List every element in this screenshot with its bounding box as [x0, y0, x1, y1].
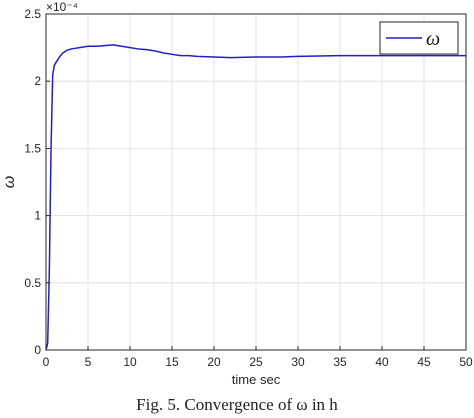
plot-area: 0 5 10 15 20 25 30 35 40 45 50 0 0.5 1 1.5 2 2.5	[24, 7, 473, 369]
y-axis-ticks: 0 0.5 1 1.5 2 2.5	[24, 7, 50, 357]
series-line	[45, 44, 466, 351]
series-layer	[45, 44, 466, 351]
x-tick-label: 20	[207, 355, 221, 369]
x-tick-label: 0	[43, 355, 50, 369]
y-tick-label: 0.5	[24, 276, 41, 290]
y-tick-label: 2	[34, 74, 41, 88]
x-tick-label: 15	[165, 355, 179, 369]
x-tick-label: 40	[375, 355, 389, 369]
x-axis-label: time sec	[232, 372, 281, 387]
x-tick-label: 25	[249, 355, 263, 369]
x-tick-label: 10	[123, 355, 137, 369]
x-tick-label: 35	[333, 355, 347, 369]
y-axis-label: ω	[1, 176, 18, 188]
legend: ω	[379, 21, 459, 55]
x-tick-label: 5	[85, 355, 92, 369]
x-tick-label: 50	[459, 355, 473, 369]
x-tick-label: 45	[417, 355, 431, 369]
x-axis-ticks: 0 5 10 15 20 25 30 35 40 45 50	[43, 346, 473, 369]
y-tick-label: 2.5	[24, 7, 41, 21]
x-tick-label: 30	[291, 355, 305, 369]
legend-label: ω	[426, 28, 440, 50]
y-tick-label: 0	[34, 343, 41, 357]
y-tick-label: 1.5	[24, 141, 41, 155]
y-tick-label: 1	[34, 209, 41, 223]
y-exponent-label: ×10⁻⁴	[46, 0, 78, 14]
figure-caption: Fig. 5. Convergence of ω in h	[136, 395, 338, 414]
